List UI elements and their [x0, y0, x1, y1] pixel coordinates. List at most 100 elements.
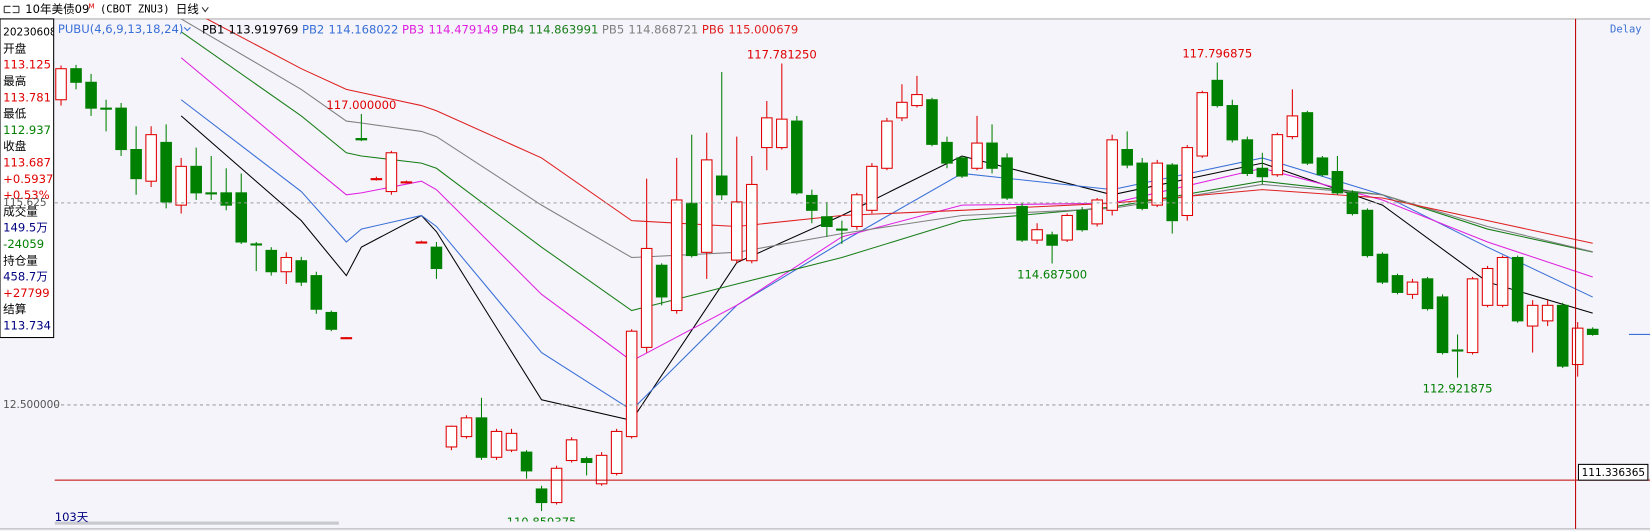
crosshair-price-box — [1577, 463, 1649, 481]
candle-body — [761, 117, 773, 149]
legend-name: PB6 — [702, 22, 724, 36]
info-label: 收盘 — [3, 139, 27, 153]
candle-body — [520, 451, 533, 472]
candle-body — [1361, 209, 1374, 257]
candle-body — [745, 183, 758, 262]
candle-body — [250, 243, 263, 246]
candle-body — [986, 142, 998, 169]
info-value: +0.5937 — [3, 172, 53, 186]
info-value: +27799 — [3, 286, 50, 300]
legend-entry: PB4 114.863991 — [502, 22, 598, 36]
info-value: 112.937 — [3, 123, 51, 137]
candle-body — [1181, 147, 1194, 217]
info-panel-bg — [0, 18, 55, 339]
candle-body — [580, 458, 593, 463]
candle-body — [430, 246, 443, 270]
candle-body — [1526, 304, 1539, 327]
candle-body — [1031, 229, 1043, 241]
candle-body — [415, 241, 428, 244]
info-value: 458.7万 — [3, 270, 48, 284]
candle-body — [1541, 304, 1554, 322]
indicator-line — [180, 57, 1593, 362]
candle-body — [535, 488, 548, 504]
candle-body — [911, 94, 923, 107]
info-date: 20230608 — [3, 27, 56, 39]
info-value: 113.125 — [3, 58, 51, 72]
candle-body — [160, 141, 172, 203]
candle-body — [1586, 328, 1599, 335]
candle-body — [295, 260, 308, 283]
legend-value: 114.863991 — [528, 22, 598, 36]
candle-body — [115, 107, 127, 151]
symbol-code: (CBOT ZNU3) — [100, 3, 170, 15]
candle-body — [235, 192, 248, 243]
candle-body — [1481, 267, 1494, 306]
candle-body — [475, 417, 488, 458]
candle-body — [881, 120, 893, 169]
extreme-label: 117.000000 — [326, 98, 396, 112]
candle-body — [1166, 164, 1179, 222]
delay: Delay — [1610, 23, 1642, 35]
extreme-label: 114.687500 — [1017, 268, 1087, 282]
info-value: -24059 — [3, 237, 44, 251]
legend-value: 115.000679 — [728, 22, 798, 36]
legend-entry: PB2 114.168022 — [302, 22, 398, 36]
legend-entry: PB6 115.000679 — [702, 22, 798, 36]
indicator-line — [205, 18, 1593, 244]
candle-body — [1316, 157, 1329, 176]
info-label: 持仓量 — [3, 253, 38, 267]
scrollbar[interactable] — [54, 521, 339, 525]
indicator-name: PUBU(4,6,9,13,18,24) — [58, 22, 183, 36]
candle-body — [1271, 134, 1284, 176]
candle-body — [655, 264, 668, 298]
candle-body — [385, 152, 398, 193]
info-value: +0.53% — [3, 188, 49, 202]
candle-body — [445, 425, 458, 448]
candle-body — [625, 330, 638, 438]
candle-body — [550, 467, 563, 504]
info-value: 113.687 — [3, 155, 51, 169]
extreme-label: 110.859375 — [507, 515, 577, 529]
period[interactable]: 日线 — [176, 2, 200, 16]
legend-name: PB1 — [202, 22, 224, 36]
legend-name: PB4 — [502, 22, 524, 36]
candle-body — [355, 138, 368, 141]
candle-body — [190, 165, 202, 194]
candle-body — [715, 175, 728, 196]
candle-body — [1106, 139, 1118, 211]
period-dropdown[interactable] — [201, 7, 209, 13]
toolbar — [0, 0, 1650, 19]
candle-body — [926, 99, 938, 145]
info-label: 最高 — [3, 74, 26, 88]
contract-mark: M — [88, 1, 94, 10]
candle-body — [1226, 105, 1239, 141]
candle-body — [1016, 205, 1028, 241]
legend-value: 114.168022 — [328, 22, 398, 36]
candle-body — [1496, 256, 1509, 306]
info-label: 最低 — [3, 107, 27, 121]
y-tick-label: 12.500000 — [3, 399, 60, 411]
candle-body — [220, 192, 232, 206]
candle-body — [836, 228, 848, 231]
candle-body — [1256, 167, 1269, 178]
info-value: 113.734 — [3, 318, 51, 332]
candle-body — [851, 194, 863, 227]
candle-body — [1061, 214, 1073, 241]
candle-body — [866, 165, 878, 211]
candle-body — [1406, 281, 1419, 295]
candle-body — [70, 68, 82, 83]
toolbar-icon[interactable] — [3, 5, 20, 14]
candle-body — [1286, 115, 1299, 138]
candle-body — [1421, 278, 1434, 310]
candle-body — [971, 142, 983, 169]
candle-body — [325, 311, 338, 330]
legend-name: PB5 — [602, 22, 624, 36]
legend-name: PB2 — [302, 22, 324, 36]
symbol[interactable]: 10年美债09 — [25, 2, 89, 16]
info-label: 成交量 — [3, 204, 38, 218]
candle-body — [490, 430, 503, 458]
candle-body — [1571, 327, 1584, 366]
legend-value: 113.919769 — [229, 22, 299, 36]
candle-body — [896, 101, 908, 119]
candle-body — [1196, 92, 1209, 157]
